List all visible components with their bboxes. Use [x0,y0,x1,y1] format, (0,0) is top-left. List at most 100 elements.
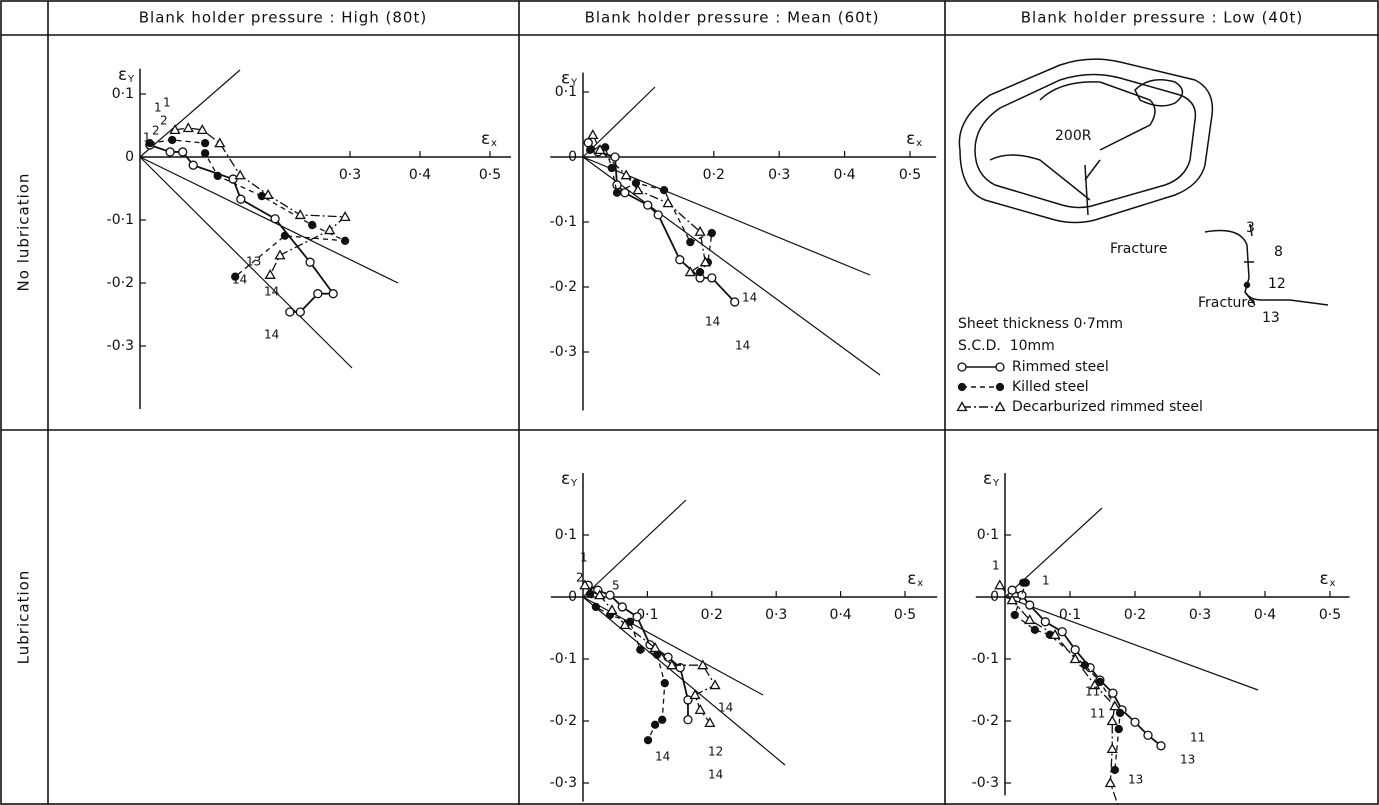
marker [306,258,314,266]
marker [613,181,621,189]
y-tick-label: -0·1 [107,212,134,228]
y-tick-label: -0·1 [972,651,999,667]
x-tick-label: 0·2 [1124,607,1146,623]
marker [708,274,716,282]
marker [215,139,224,147]
y-tick-label: -0·3 [107,338,134,354]
marker [1081,662,1088,669]
marker [286,308,294,316]
x-tick-label: 0·5 [894,607,916,623]
legend-label: Rimmed steel [1012,359,1109,375]
marker [696,705,705,713]
point-annotation: 1 [143,131,151,145]
row-header: No lubrication [15,173,33,292]
y-tick-label: -0·3 [972,775,999,791]
marker [1131,718,1139,726]
marker [587,146,594,153]
legend-marker [997,384,1004,391]
marker [325,226,334,234]
marker [1111,766,1118,773]
sketch-label: 13 [1262,310,1280,326]
marker [1011,611,1018,618]
marker [236,171,245,179]
marker [1144,731,1152,739]
marker [654,651,661,658]
point-annotation: 14 [742,291,757,305]
marker [1157,742,1165,750]
marker [296,210,305,218]
point-annotation: 13 [246,255,261,269]
series-line [175,128,345,275]
series-line [150,145,333,312]
point-annotation: 2 [160,114,168,128]
marker [342,237,349,244]
marker [731,298,739,306]
x-tick-label: 0·3 [765,607,787,623]
point-annotation: 13 [1128,773,1143,787]
sketch-label: 8 [1274,244,1283,260]
y-tick-label: 0 [990,589,999,605]
x-tick-label: 0·5 [1319,607,1341,623]
legend-label: Decarburized rimmed steel [1012,399,1203,415]
marker [189,161,197,169]
x-tick-label: 0·4 [409,167,431,183]
x-tick-label: 0·4 [833,167,855,183]
marker [214,172,221,179]
point-annotation: 11 [1085,685,1100,699]
marker [645,737,652,744]
marker [621,189,629,197]
marker [309,222,316,229]
y-tick-label: -0·2 [550,713,577,729]
marker [296,308,304,316]
y-axis-label-sub: Y [570,78,578,89]
x-axis-label-sub: x [491,138,497,149]
marker [1071,646,1079,654]
marker [618,603,626,611]
legend-marker [959,384,966,391]
point-annotation: 13 [1180,753,1195,767]
figure: Blank holder pressure : High (80t) Blank… [0,0,1379,805]
x-axis-label-sub: x [917,578,923,589]
point-annotation: 14 [655,750,670,764]
reference-line [583,87,655,157]
point-annotation: 1 [163,96,171,110]
marker [1008,586,1016,594]
legend-label: Killed steel [1012,379,1089,395]
point-annotation: 1 [1042,574,1050,588]
marker [276,251,285,259]
marker [652,721,659,728]
reference-line [583,500,686,597]
marker [1058,628,1066,636]
point-annotation: 14 [264,285,279,299]
x-tick-label: 0·3 [339,167,361,183]
marker [659,716,666,723]
marker [237,195,245,203]
legend-note: S.C.D. 10mm [958,338,1055,354]
marker [637,646,644,653]
point-annotation: 2 [152,124,160,138]
point-annotation: 5 [612,579,620,593]
marker [281,232,288,239]
y-tick-label: -0·3 [550,344,577,360]
column-header: Blank holder pressure : Low (40t) [1021,9,1304,27]
y-tick-label: 0 [125,149,134,165]
y-tick-label: -0·1 [550,651,577,667]
x-tick-label: 0·2 [701,607,723,623]
column-header: Blank holder pressure : High (80t) [139,9,427,27]
point-annotation: 14 [705,315,720,329]
x-tick-label: 0·3 [768,167,790,183]
marker [633,613,641,621]
y-axis-label: ε [561,469,570,489]
marker [611,153,619,161]
marker [1108,744,1117,752]
x-axis-label: ε [481,129,490,149]
marker [608,165,615,172]
y-tick-label: 0 [568,589,577,605]
point-annotation: 2 [576,571,584,585]
marker [588,130,597,138]
y-axis-label-sub: Y [992,478,1000,489]
marker [661,187,668,194]
y-tick-label: -0·2 [107,275,134,291]
marker [664,199,673,207]
x-axis-label-sub: x [1330,578,1336,589]
